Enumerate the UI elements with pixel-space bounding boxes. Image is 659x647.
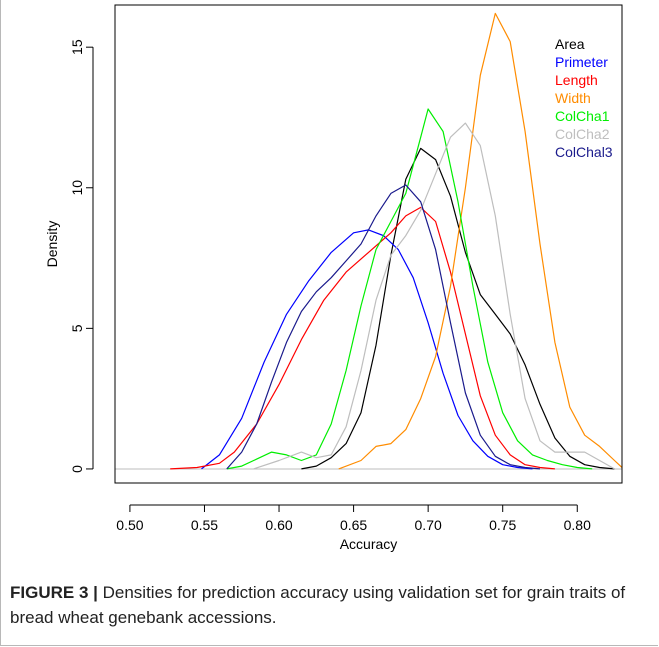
x-tick-label: 0.75 [489,517,516,533]
figure-caption: FIGURE 3 | Densities for prediction accu… [10,580,650,630]
y-axis-title: Density [44,221,60,268]
legend-entry: Area [555,36,585,52]
series-line-area [301,147,615,470]
plot-area-border [114,4,623,484]
x-tick-label: 0.50 [116,517,143,533]
x-tick-label: 0.60 [265,517,292,533]
x-axis-title: Accuracy [340,536,398,552]
figure-caption-text: Densities for prediction accuracy using … [10,583,626,627]
legend-entry: Length [555,72,598,88]
series-line-colcha2 [253,122,615,470]
series-line-primeter [201,229,533,470]
figure-caption-label: FIGURE 3 | [10,583,98,602]
x-tick-label: 0.70 [415,517,442,533]
legend-entry: Width [555,90,591,106]
series-line-colcha1 [226,108,593,470]
x-tick-label: 0.80 [564,517,591,533]
legend-entry: ColCha1 [555,108,610,124]
legend-entry: ColChal3 [555,144,613,160]
y-tick-label: 5 [69,324,85,332]
series-line-width [338,12,623,470]
y-tick-label: 10 [69,180,85,196]
legend-entry: ColCha2 [555,126,610,142]
x-tick-label: 0.55 [191,517,218,533]
y-tick-label: 0 [69,465,85,473]
series-line-length [170,206,555,470]
y-tick-label: 15 [69,39,85,55]
density-chart: 0.50 0.55 0.60 0.65 0.70 0.75 0.80 0 5 10 15 Accura… [44,4,623,552]
x-tick-label: 0.65 [340,517,367,533]
legend-entry: Primeter [555,54,608,70]
series-line-colchal3 [226,184,541,470]
